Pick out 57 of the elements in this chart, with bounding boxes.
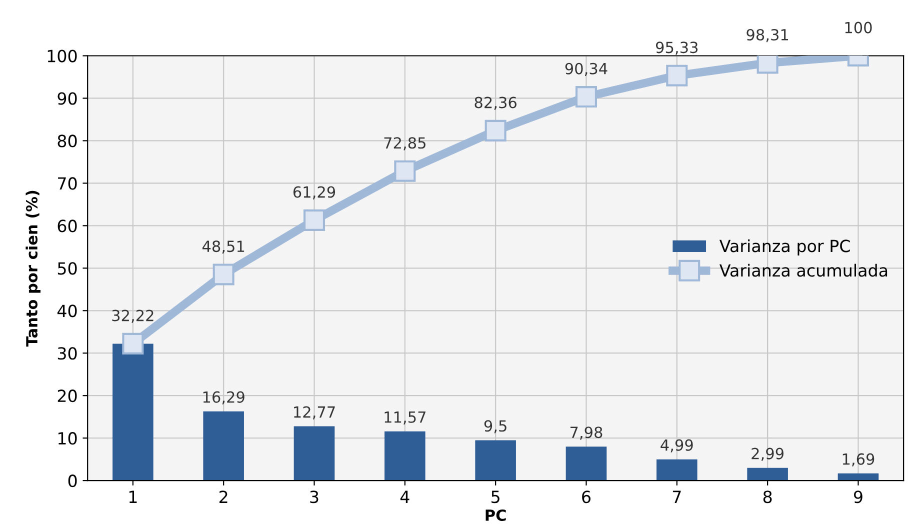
point bbox=[666, 64, 688, 86]
y-tick-label: 80 bbox=[58, 134, 77, 148]
data-label: 82,36 bbox=[474, 96, 516, 110]
y-tick-label: 50 bbox=[58, 262, 77, 275]
bar bbox=[384, 431, 426, 481]
y-tick-label: 20 bbox=[58, 390, 77, 402]
point bbox=[122, 332, 144, 354]
data-label: 7,98 bbox=[570, 426, 602, 440]
y-tick-label: 90 bbox=[58, 92, 77, 105]
bar bbox=[566, 446, 607, 481]
y-tick-label: 0 bbox=[68, 474, 77, 488]
y-tick-label: 60 bbox=[58, 220, 77, 232]
legend-label: Varianza por PC bbox=[719, 239, 850, 256]
x-tick-label: 2 bbox=[220, 490, 228, 503]
x-tick-label: 7 bbox=[672, 490, 681, 503]
data-label: 1,69 bbox=[842, 453, 874, 466]
x-axis-title: PC bbox=[486, 509, 506, 522]
data-label: 12,77 bbox=[294, 406, 335, 420]
x-tick-label: 5 bbox=[492, 490, 500, 504]
data-label: 61,29 bbox=[293, 186, 336, 200]
bar bbox=[747, 468, 788, 481]
data-label: 4,99 bbox=[660, 439, 693, 452]
x-tick-label: 6 bbox=[582, 490, 590, 504]
data-label: 11,57 bbox=[384, 412, 426, 424]
bar bbox=[475, 440, 516, 481]
y-tick-label: 100 bbox=[48, 50, 77, 62]
x-tick-label: 8 bbox=[763, 490, 772, 504]
point bbox=[303, 209, 326, 231]
y-tick-label: 30 bbox=[58, 347, 77, 360]
point bbox=[394, 160, 416, 182]
point bbox=[212, 264, 234, 286]
y-axis-title: Tanto por cien (%) bbox=[26, 190, 40, 347]
data-label: 90,34 bbox=[565, 62, 608, 76]
point bbox=[484, 120, 506, 142]
point bbox=[575, 86, 598, 108]
bar bbox=[656, 459, 698, 481]
y-tick-label: 40 bbox=[57, 304, 77, 318]
bar bbox=[112, 344, 154, 481]
x-tick-label: 3 bbox=[310, 490, 318, 504]
data-label: 32,22 bbox=[112, 310, 154, 323]
bar bbox=[203, 411, 244, 481]
data-label: 9,5 bbox=[484, 420, 506, 434]
data-label: 2,99 bbox=[752, 448, 784, 461]
y-tick-label: 70 bbox=[58, 177, 77, 190]
data-label: 48,51 bbox=[202, 240, 244, 254]
bar bbox=[294, 426, 335, 481]
data-label: 98,31 bbox=[746, 28, 788, 42]
legend-label: Varianza acumulada bbox=[719, 264, 888, 277]
data-label: 95,33 bbox=[656, 42, 698, 55]
x-tick-label: 9 bbox=[854, 490, 862, 504]
y-tick-label: 10 bbox=[58, 432, 77, 445]
x-tick-label: 4 bbox=[400, 490, 410, 503]
data-label: 100 bbox=[845, 22, 872, 34]
data-label: 72,85 bbox=[384, 137, 426, 150]
x-tick-label: 1 bbox=[129, 490, 137, 503]
data-label: 16,29 bbox=[203, 391, 244, 404]
bar bbox=[838, 473, 879, 481]
